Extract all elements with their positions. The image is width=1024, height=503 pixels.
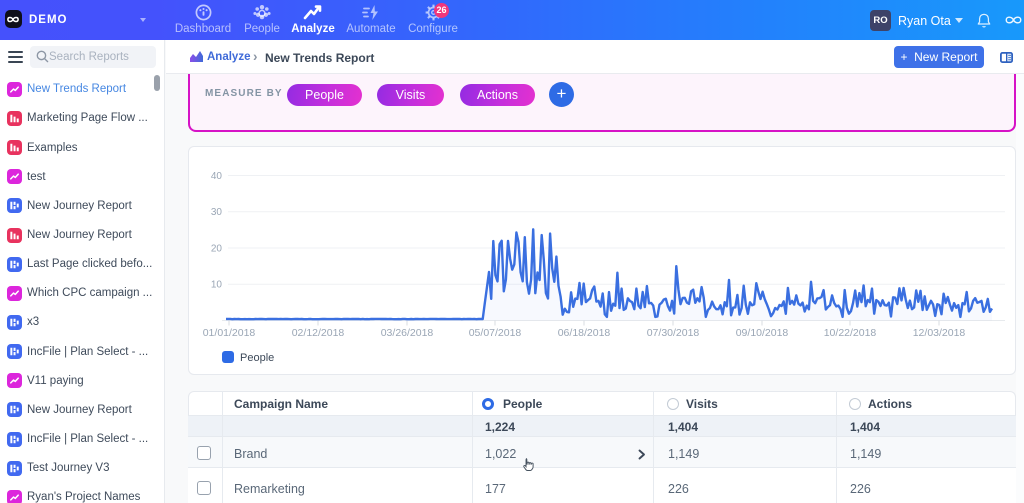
svg-text:09/10/2018: 09/10/2018 — [736, 327, 789, 339]
svg-text:07/30/2018: 07/30/2018 — [647, 327, 700, 339]
svg-text:40: 40 — [211, 171, 223, 182]
svg-text:06/18/2018: 06/18/2018 — [558, 327, 611, 339]
svg-text:05/07/2018: 05/07/2018 — [469, 327, 522, 339]
svg-text:01/01/2018: 01/01/2018 — [203, 327, 256, 339]
svg-text:20: 20 — [211, 244, 223, 255]
svg-text:03/26/2018: 03/26/2018 — [381, 327, 434, 339]
svg-text:30: 30 — [211, 207, 223, 218]
svg-text:02/12/2018: 02/12/2018 — [292, 327, 345, 339]
svg-text:12/03/2018: 12/03/2018 — [913, 327, 966, 339]
svg-text:10/22/2018: 10/22/2018 — [824, 327, 877, 339]
svg-text:10: 10 — [211, 280, 223, 291]
